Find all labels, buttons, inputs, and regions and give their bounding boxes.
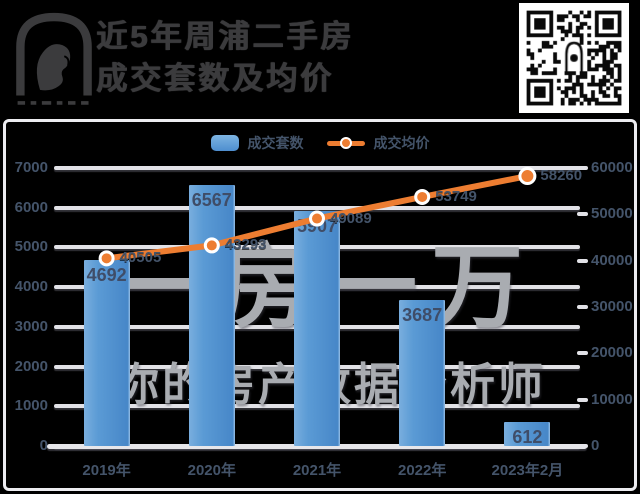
x-axis-category-label: 2020年 (187, 462, 236, 479)
x-axis-category-label: 2023年2月 (491, 462, 564, 479)
legend-line-swatch (326, 136, 365, 150)
bar-value-label: 3687 (402, 305, 443, 325)
right-axis-tick-label: 60000 (591, 159, 633, 176)
left-axis-tick-label: 1000 (14, 397, 48, 415)
line-value-label: 53749 (435, 187, 477, 205)
right-axis-tick-label: 10000 (591, 390, 633, 408)
line-value-label: 58260 (540, 167, 583, 185)
right-axis-tick (577, 212, 588, 217)
x-axis-category-label: 2021年 (292, 462, 342, 479)
right-axis-tick-label: 30000 (591, 298, 633, 315)
x-axis-line (47, 444, 587, 449)
left-axis-tick-label: 2000 (14, 357, 48, 375)
left-axis-tick-label: 4000 (14, 278, 48, 296)
legend-bar-swatch (210, 135, 239, 151)
right-axis-tick (577, 166, 588, 170)
legend-line-marker (339, 137, 352, 149)
bar-2022年 (399, 300, 446, 446)
bar-value-label: 612 (512, 427, 543, 447)
bar-2020年 (188, 185, 235, 446)
qr-code (519, 3, 629, 113)
page-title-line1: 近5年周浦二手房 (96, 19, 355, 54)
right-axis-tick (577, 258, 588, 263)
left-axis-tick-label: 6000 (14, 198, 48, 216)
legend-label-bar-series: 成交套数 (247, 135, 304, 151)
arch-profile-logo-icon (16, 12, 92, 105)
gridline (54, 166, 580, 170)
line-value-label: 43293 (224, 236, 267, 254)
right-axis-tick (577, 397, 588, 402)
chart-legend: 成交套数 成交均价 (0, 133, 640, 153)
right-axis-tick-label: 40000 (591, 251, 633, 269)
right-axis-tick-label: 20000 (591, 344, 633, 362)
page-title: 近5年周浦二手房 成交套数及均价 (96, 16, 354, 100)
gridline (54, 205, 580, 210)
x-axis-category-label: 2019年 (82, 462, 131, 479)
line-value-label: 40505 (119, 249, 162, 267)
left-axis-tick-label: 3000 (14, 317, 48, 335)
x-axis-category-label: 2022年 (398, 462, 447, 479)
legend-label-line-series: 成交均价 (373, 135, 430, 151)
right-axis-tick (577, 305, 588, 309)
right-axis-tick-label: 0 (591, 437, 600, 454)
right-axis-tick (577, 351, 588, 356)
left-axis-tick-label: 5000 (14, 238, 48, 256)
line-value-label: 49089 (330, 209, 372, 227)
bar-2019年 (83, 260, 130, 446)
bar-value-label: 4692 (86, 265, 127, 285)
right-axis-tick-label: 50000 (591, 205, 633, 223)
bar-value-label: 6567 (191, 190, 232, 210)
left-axis-tick-label: 7000 (14, 159, 48, 176)
left-axis-tick-label: 0 (39, 437, 48, 454)
bar-2023年2月 (504, 422, 551, 446)
page-title-line2: 成交套数及均价 (96, 61, 334, 96)
bar-2021年 (294, 211, 340, 446)
